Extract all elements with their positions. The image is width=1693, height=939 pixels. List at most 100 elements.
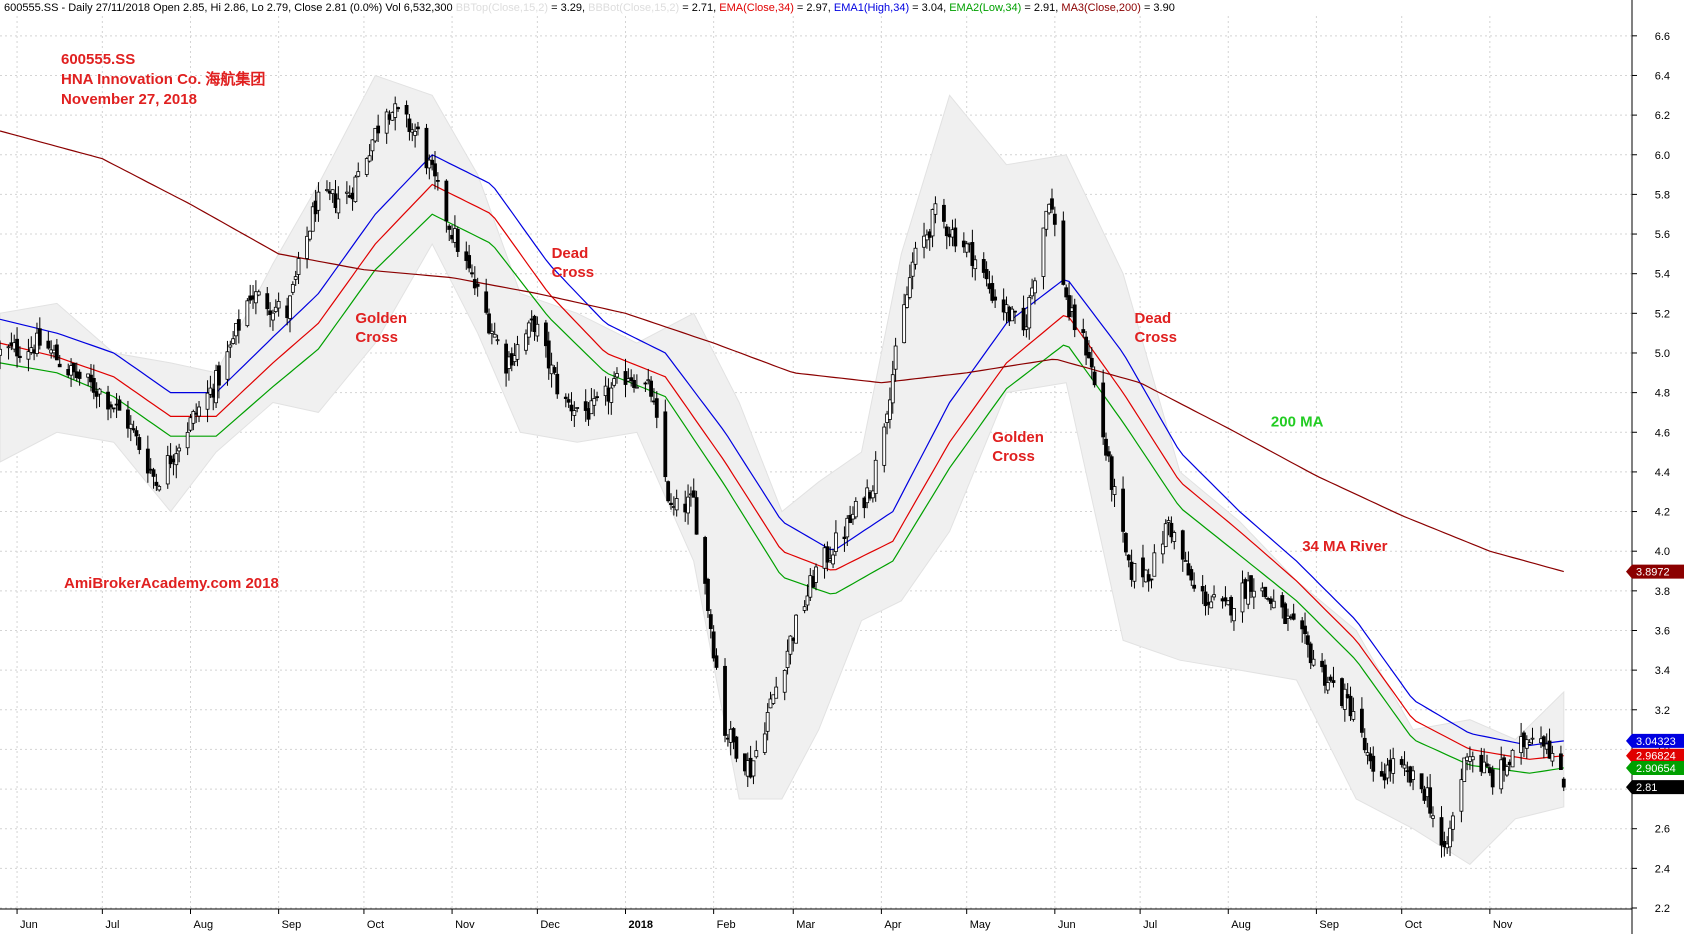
candle-body xyxy=(515,344,520,360)
y-tick-label: 4.0 xyxy=(1655,546,1670,558)
candle-body xyxy=(905,294,909,308)
value-tag-bg xyxy=(1626,748,1684,763)
candle-body xyxy=(344,191,349,194)
y-tick-label: 5.8 xyxy=(1655,189,1670,201)
candle-body xyxy=(563,396,568,399)
candle-body xyxy=(1371,755,1376,772)
candle-body xyxy=(666,481,671,502)
candle-body xyxy=(1439,817,1444,846)
candle-body xyxy=(930,209,935,237)
value-tag-bg xyxy=(1626,564,1684,579)
header-part: = 2.71, xyxy=(679,2,719,14)
candle-body xyxy=(228,344,233,348)
candle-body xyxy=(1152,552,1157,577)
candle-body xyxy=(1550,753,1555,762)
header-part: BBBot(Close,15,2) xyxy=(588,2,679,14)
candle-body xyxy=(1323,664,1327,686)
header-part: = 2.91, xyxy=(1021,2,1061,14)
y-tick-label: 4.4 xyxy=(1655,467,1670,479)
value-tag-bg xyxy=(1626,733,1684,748)
candle-body xyxy=(54,344,59,361)
candle-body xyxy=(845,517,850,538)
x-tick-label: Jul xyxy=(105,919,119,931)
candle-body xyxy=(236,319,241,331)
candle-body xyxy=(245,300,250,327)
candle-body xyxy=(290,284,295,293)
candle-body xyxy=(834,532,838,552)
candle-body xyxy=(271,312,275,321)
candle-body xyxy=(444,180,449,222)
y-tick-label: 4.6 xyxy=(1655,427,1670,439)
candle-body xyxy=(1200,586,1205,592)
candle-body xyxy=(1232,608,1236,622)
candle-body xyxy=(145,448,150,474)
value-tag-label: 2.96824 xyxy=(1636,751,1676,763)
x-tick-label: Apr xyxy=(884,919,901,931)
candle-body xyxy=(632,379,636,388)
candle-body xyxy=(615,373,619,378)
candle-body xyxy=(185,431,190,449)
indicator-lines xyxy=(0,130,1564,774)
candle-body xyxy=(703,537,708,584)
x-tick-label: Nov xyxy=(1493,919,1513,931)
candle-body xyxy=(1559,753,1563,770)
candle-body xyxy=(1050,198,1054,210)
candle-body xyxy=(785,650,790,668)
candle-body xyxy=(356,171,361,177)
header-part: BBTop(Close,15,2) xyxy=(456,2,548,14)
annotation-golden-cross-1: Golden Cross xyxy=(355,310,407,346)
candle-body xyxy=(265,293,270,310)
candle-body xyxy=(1510,749,1515,768)
y-tick-label: 3.4 xyxy=(1655,665,1670,677)
candle-body xyxy=(592,398,597,406)
candle-body xyxy=(191,411,196,424)
candle-body xyxy=(566,399,571,403)
candle-body xyxy=(1249,575,1253,592)
x-tick-label: Aug xyxy=(1231,919,1251,931)
candle-body xyxy=(1121,488,1125,532)
y-tick-label: 4.8 xyxy=(1655,388,1670,400)
candle-body xyxy=(1504,766,1509,776)
y-tick-label: 2.4 xyxy=(1655,863,1670,875)
candle-body xyxy=(575,407,580,409)
candle-body xyxy=(1052,213,1057,225)
y-tick-label: 2.6 xyxy=(1655,824,1670,836)
candle-body xyxy=(293,276,298,280)
candle-body xyxy=(1283,603,1288,624)
candle-body xyxy=(552,367,557,373)
candle-body xyxy=(595,396,599,399)
candle-body xyxy=(1359,708,1364,733)
value-tag-label: 2.81 xyxy=(1636,782,1657,794)
candle-body xyxy=(842,536,847,540)
candle-body xyxy=(373,127,378,142)
annotation-line: Cross xyxy=(355,329,398,346)
candle-body xyxy=(256,291,261,296)
x-tick-label: Aug xyxy=(193,919,213,931)
candle-body xyxy=(1087,351,1091,359)
x-tick-label: Sep xyxy=(1319,919,1339,931)
candle-body xyxy=(1223,597,1228,602)
candle-body xyxy=(1499,759,1504,790)
candle-body xyxy=(888,399,892,420)
x-tick-label: Jun xyxy=(1058,919,1076,931)
candle-body xyxy=(137,437,142,450)
candle-body xyxy=(1351,711,1356,720)
header-part: = 3.04, xyxy=(909,2,949,14)
y-tick-label: 2.2 xyxy=(1655,903,1670,915)
candle-body xyxy=(751,760,756,777)
candle-body xyxy=(296,258,301,275)
candle-body xyxy=(526,322,531,338)
candle-body xyxy=(629,377,634,382)
candle-body xyxy=(1530,737,1535,740)
candle-body xyxy=(910,261,915,277)
candle-body xyxy=(276,301,281,309)
candle-body xyxy=(609,387,614,403)
candle-body xyxy=(489,330,494,334)
candle-body xyxy=(225,351,230,380)
candle-body xyxy=(1325,682,1330,691)
candle-body xyxy=(1084,336,1089,356)
candle-body xyxy=(157,486,162,491)
candle-body xyxy=(217,365,221,386)
candle-body xyxy=(214,370,218,404)
annotation-line: Cross xyxy=(1134,329,1177,346)
